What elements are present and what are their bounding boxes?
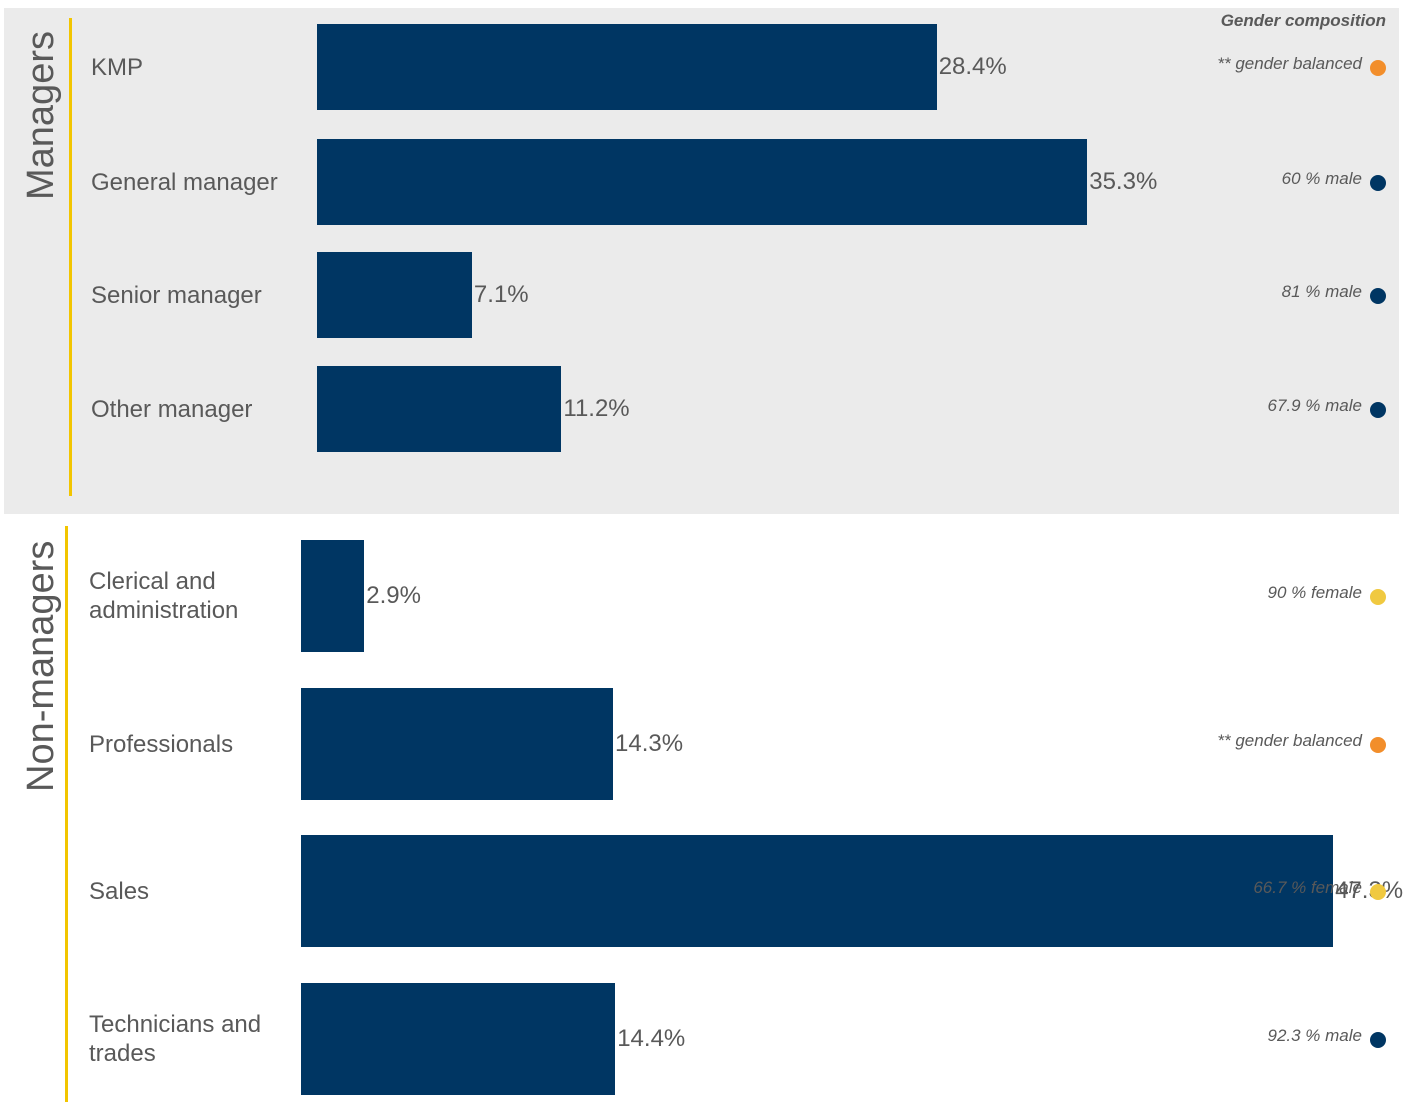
value-label-clerical-and-administration: 2.9% xyxy=(366,582,421,609)
category-label-general-manager: General manager xyxy=(91,168,278,196)
non-managers-group-rule xyxy=(65,526,68,1102)
panel-right-margin xyxy=(1399,0,1404,514)
bar-sales xyxy=(301,835,1334,947)
panel-left-margin xyxy=(0,0,4,514)
composition-dot-male-icon xyxy=(1370,175,1386,191)
composition-dot-male-icon xyxy=(1370,402,1386,418)
category-label-other-manager: Other manager xyxy=(91,395,253,423)
composition-dot-female-icon xyxy=(1370,589,1386,605)
category-label-sales: Sales xyxy=(89,877,150,905)
value-label-senior-manager: 7.1% xyxy=(473,281,529,308)
composition-dot-female-icon xyxy=(1370,884,1386,900)
bar-general-manager xyxy=(317,139,1088,225)
bar-senior-manager xyxy=(317,252,472,338)
category-label-senior-manager: Senior manager xyxy=(91,281,262,309)
composition-other-manager: 67.9 % male xyxy=(1267,396,1363,415)
category-label-professionals: Professionals xyxy=(89,730,234,758)
bar-kmp xyxy=(317,24,937,110)
panel-top-margin xyxy=(0,0,1404,8)
composition-technicians-and-trades: 92.3 % male xyxy=(1267,1026,1363,1045)
composition-dot-male-icon xyxy=(1370,288,1386,304)
bar-other-manager xyxy=(317,366,562,452)
managers-group-label: Managers xyxy=(20,31,62,200)
composition-clerical-and-administration: 90 % female xyxy=(1267,583,1363,602)
composition-kmp: ** gender balanced xyxy=(1217,54,1362,73)
bar-clerical-and-administration xyxy=(301,540,365,652)
gender-composition-header: Gender composition xyxy=(1220,11,1386,30)
composition-sales: 66.7 % female xyxy=(1253,878,1362,897)
composition-professionals: ** gender balanced xyxy=(1217,731,1362,750)
composition-senior-manager: 81 % male xyxy=(1281,282,1362,301)
category-label-kmp: KMP xyxy=(91,53,144,81)
composition-dot-balanced-icon xyxy=(1370,737,1386,753)
value-label-general-manager: 35.3% xyxy=(1089,168,1158,195)
managers-group-rule xyxy=(69,18,72,496)
value-label-sales: 47.3% xyxy=(1333,875,1404,907)
composition-dot-male-icon xyxy=(1370,1032,1386,1048)
bar-technicians-and-trades xyxy=(301,983,616,1095)
category-label-clerical-and-administration: Clerical and administration xyxy=(89,568,239,624)
composition-dot-balanced-icon xyxy=(1370,60,1386,76)
composition-general-manager: 60 % male xyxy=(1281,169,1362,188)
non-managers-group-label: Non-managers xyxy=(20,540,62,792)
value-label-technicians-and-trades: 14.4% xyxy=(617,1025,686,1052)
bar-professionals xyxy=(301,688,614,800)
non-managers-panel xyxy=(0,514,1404,1102)
value-label-professionals: 14.3% xyxy=(615,730,684,757)
category-label-technicians-and-trades: Technicians and trades xyxy=(89,1011,262,1067)
value-label-other-manager: 11.2% xyxy=(563,395,630,422)
value-label-kmp: 28.4% xyxy=(938,53,1007,80)
